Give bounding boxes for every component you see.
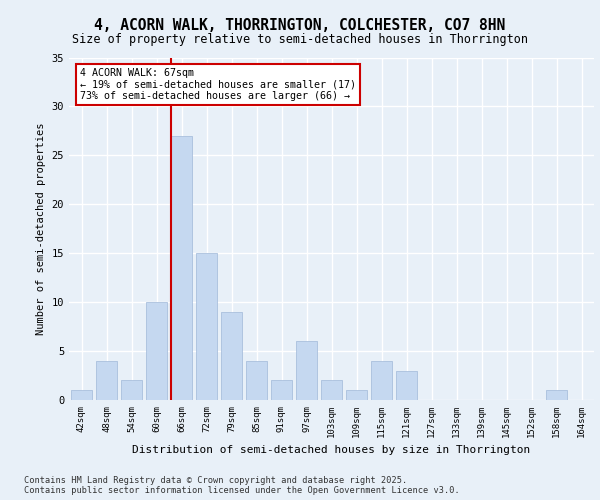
Bar bbox=[546, 390, 567, 400]
Text: 4, ACORN WALK, THORRINGTON, COLCHESTER, CO7 8HN: 4, ACORN WALK, THORRINGTON, COLCHESTER, … bbox=[94, 18, 506, 32]
Text: Contains HM Land Registry data © Crown copyright and database right 2025.
Contai: Contains HM Land Registry data © Crown c… bbox=[24, 476, 460, 495]
Bar bbox=[171, 136, 192, 400]
Bar bbox=[321, 380, 342, 400]
Bar bbox=[196, 253, 217, 400]
Bar bbox=[396, 370, 417, 400]
Bar bbox=[371, 361, 392, 400]
Bar bbox=[221, 312, 242, 400]
Bar bbox=[296, 342, 317, 400]
Text: Size of property relative to semi-detached houses in Thorrington: Size of property relative to semi-detach… bbox=[72, 32, 528, 46]
Bar bbox=[96, 361, 117, 400]
Bar bbox=[271, 380, 292, 400]
Bar bbox=[246, 361, 267, 400]
Bar bbox=[346, 390, 367, 400]
Y-axis label: Number of semi-detached properties: Number of semi-detached properties bbox=[36, 122, 46, 335]
Text: 4 ACORN WALK: 67sqm
← 19% of semi-detached houses are smaller (17)
73% of semi-d: 4 ACORN WALK: 67sqm ← 19% of semi-detach… bbox=[79, 68, 355, 101]
X-axis label: Distribution of semi-detached houses by size in Thorrington: Distribution of semi-detached houses by … bbox=[133, 446, 530, 456]
Bar bbox=[146, 302, 167, 400]
Bar bbox=[121, 380, 142, 400]
Bar bbox=[71, 390, 92, 400]
